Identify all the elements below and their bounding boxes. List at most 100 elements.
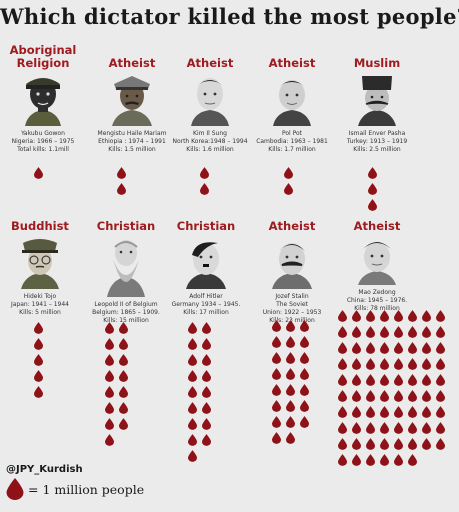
dictator-card-polpot: Atheist Pol Pot Cambodia: 1963 – 1981 Ki… xyxy=(250,42,334,154)
blood-drop xyxy=(338,358,347,370)
blood-drop xyxy=(368,199,377,211)
blood-drop xyxy=(119,338,128,350)
blood-drop xyxy=(188,338,197,350)
blood-drop xyxy=(366,374,375,386)
blood-drop xyxy=(300,368,309,380)
blood-drop xyxy=(202,354,211,366)
religion-label: Aboriginal Religion xyxy=(9,43,77,70)
blood-drop xyxy=(286,320,295,332)
blood-drop xyxy=(300,320,309,332)
blood-drop xyxy=(34,354,43,366)
blood-drop xyxy=(105,434,114,446)
blood-drop xyxy=(352,422,361,434)
blood-drop xyxy=(188,402,197,414)
blood-drop xyxy=(436,390,445,402)
blood-drop xyxy=(408,326,417,338)
blood-drop xyxy=(188,386,197,398)
blood-drop xyxy=(300,336,309,348)
blood-drop xyxy=(380,438,389,450)
blood-drop-icon xyxy=(6,478,24,500)
blood-drop xyxy=(408,342,417,354)
blood-drop xyxy=(34,338,43,350)
blood-drop xyxy=(300,400,309,412)
dictator-card-hitler: Christian Adolf Hitler Germany 1934 – 19… xyxy=(166,205,246,317)
blood-drop xyxy=(188,418,197,430)
blood-drop xyxy=(286,400,295,412)
blood-drop xyxy=(422,326,431,338)
blood-drop xyxy=(366,390,375,402)
blood-drop xyxy=(436,310,445,322)
dictator-card-stalin: Atheist Jozef Stalin The Soviet Union: 1… xyxy=(250,205,334,325)
blood-drop xyxy=(422,438,431,450)
blood-drop xyxy=(286,432,295,444)
blood-drop xyxy=(368,167,377,179)
blood-drop xyxy=(422,342,431,354)
blood-drop xyxy=(366,422,375,434)
blood-drop xyxy=(422,406,431,418)
blood-drop xyxy=(272,320,281,332)
blood-drop xyxy=(436,406,445,418)
legend: = 1 million people xyxy=(6,478,144,500)
blood-drop xyxy=(380,422,389,434)
blood-drop xyxy=(200,183,209,195)
blood-drop xyxy=(352,342,361,354)
blood-drop xyxy=(436,374,445,386)
blood-drop xyxy=(202,386,211,398)
blood-drop xyxy=(105,402,114,414)
blood-drop xyxy=(272,352,281,364)
dictator-info: Pol Pot Cambodia: 1963 – 1981 Kills: 1.7… xyxy=(256,130,328,153)
blood-drop xyxy=(366,310,375,322)
dictator-info: Kim Il Sung North Korea:1948 – 1994 Kill… xyxy=(172,130,248,153)
portrait-stalin xyxy=(272,243,312,289)
blood-drop-column xyxy=(338,310,445,466)
blood-drop xyxy=(119,370,128,382)
blood-drop xyxy=(272,336,281,348)
blood-drop xyxy=(352,454,361,466)
blood-drop xyxy=(352,374,361,386)
blood-drop-column xyxy=(34,322,43,398)
portrait-polpot xyxy=(273,80,311,126)
blood-drop xyxy=(436,358,445,370)
blood-drop xyxy=(272,432,281,444)
blood-drop xyxy=(436,342,445,354)
dictator-card-enver: Muslim Ismail Enver Pasha Turkey: 1913 –… xyxy=(334,42,420,154)
blood-drop xyxy=(272,416,281,428)
blood-drop xyxy=(338,390,347,402)
blood-drop xyxy=(408,438,417,450)
blood-drop xyxy=(119,402,128,414)
top-row: Aboriginal Religion Yakubu Gowon Nigeria… xyxy=(0,42,459,217)
blood-drop-column xyxy=(284,167,293,195)
blood-drop xyxy=(338,374,347,386)
portrait-kim xyxy=(191,78,229,126)
blood-drop xyxy=(352,310,361,322)
blood-drop-column xyxy=(368,167,377,211)
portrait-hitler xyxy=(186,242,226,289)
blood-drop xyxy=(117,183,126,195)
blood-drop xyxy=(408,358,417,370)
blood-drop xyxy=(436,422,445,434)
blood-drop xyxy=(394,374,403,386)
dictator-info: Yakubu Gowon Nigeria: 1966 – 1975 Total … xyxy=(11,130,75,153)
dictator-info: Leopold II of Belgium Belgium: 1865 – 19… xyxy=(92,301,160,324)
blood-drop xyxy=(286,416,295,428)
dictator-card-kim: Atheist Kim Il Sung North Korea:1948 – 1… xyxy=(170,42,250,154)
blood-drop xyxy=(436,326,445,338)
blood-drop xyxy=(284,183,293,195)
blood-drop-column xyxy=(200,167,209,195)
blood-drop xyxy=(394,310,403,322)
religion-label: Atheist xyxy=(268,219,316,233)
dictator-info: Mao Zedong China: 1945 – 1976. Kills: 78… xyxy=(346,289,408,312)
blood-drop xyxy=(408,454,417,466)
blood-drop xyxy=(380,406,389,418)
blood-drop xyxy=(408,310,417,322)
blood-drop xyxy=(366,406,375,418)
blood-drop xyxy=(105,322,114,334)
blood-drop xyxy=(119,418,128,430)
blood-drop xyxy=(380,358,389,370)
blood-drop xyxy=(380,326,389,338)
blood-drop xyxy=(286,384,295,396)
legend-label: = 1 million people xyxy=(28,481,145,497)
blood-drop xyxy=(352,326,361,338)
blood-drop xyxy=(105,370,114,382)
blood-drop xyxy=(380,454,389,466)
